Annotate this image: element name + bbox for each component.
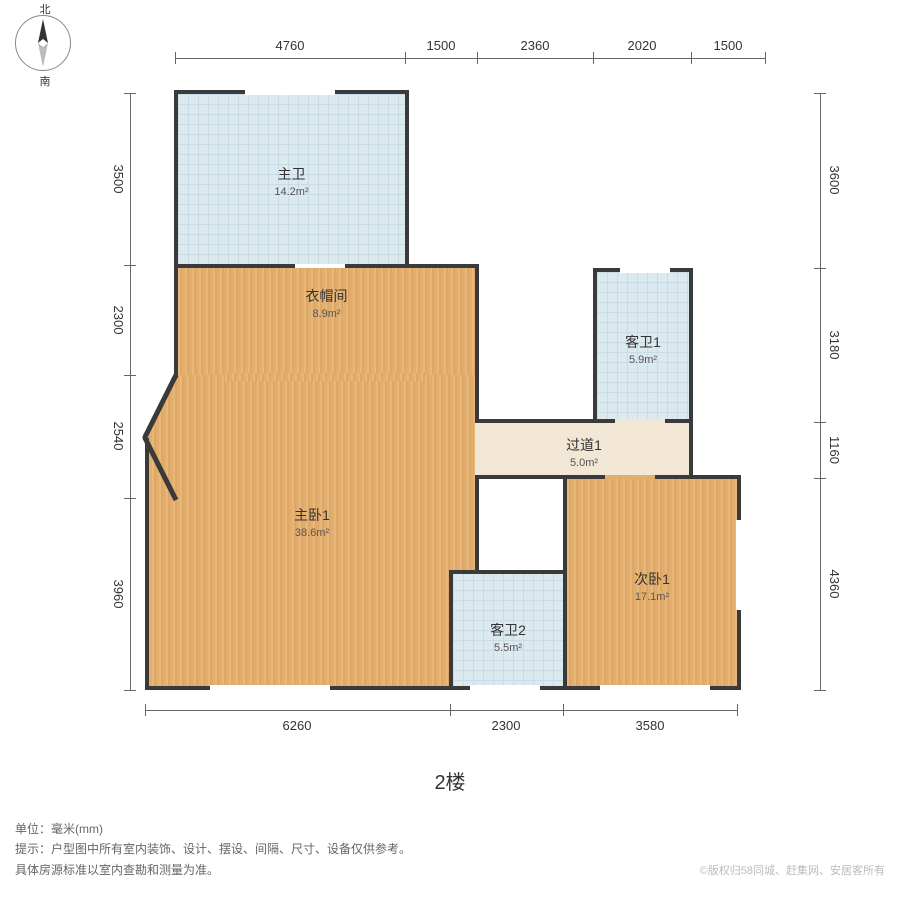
dim-top-3: 2020 xyxy=(628,38,657,53)
footnote-note: 提示：户型图中所有室内装饰、设计、摆设、间隔、尺寸、设备仅供参考。 xyxy=(15,839,411,859)
room-area: 14.2m² xyxy=(178,186,405,198)
dim-bottom-2: 3580 xyxy=(636,718,665,733)
room-guest-bath2: 客卫2 5.5m² xyxy=(449,570,567,690)
compass: 北 南 xyxy=(15,15,75,75)
compass-needle-icon xyxy=(33,19,53,67)
dim-left-1: 2300 xyxy=(111,306,126,335)
dim-left-0: 3500 xyxy=(111,165,126,194)
floor-plan: 主卫 14.2m² 衣帽间 8.9m² 主卧1 38.6m² xyxy=(145,90,805,675)
room-name: 主卧1 xyxy=(294,507,330,523)
room-area: 38.6m² xyxy=(145,527,479,539)
dim-top-1: 1500 xyxy=(427,38,456,53)
room-hallway: 过道1 5.0m² xyxy=(475,419,693,479)
room-label: 主卫 14.2m² xyxy=(178,164,405,198)
dim-bottom-0: 6260 xyxy=(283,718,312,733)
dim-right-1: 3180 xyxy=(827,331,842,360)
room-label: 次卧1 17.1m² xyxy=(567,569,737,603)
room-area: 5.5m² xyxy=(453,642,563,654)
room-label: 衣帽间 8.9m² xyxy=(178,286,475,320)
room-secondary-bed: 次卧1 17.1m² xyxy=(563,475,741,690)
room-closet: 衣帽间 8.9m² xyxy=(174,264,479,379)
room-name: 衣帽间 xyxy=(306,288,348,304)
dim-left-3: 3960 xyxy=(111,580,126,609)
room-area: 17.1m² xyxy=(567,591,737,603)
room-name: 客卫1 xyxy=(625,334,661,350)
room-area: 5.9m² xyxy=(597,354,689,366)
dim-right-0: 3600 xyxy=(827,166,842,195)
room-label: 客卫1 5.9m² xyxy=(597,332,689,366)
room-name: 客卫2 xyxy=(490,622,526,638)
dim-top-0: 4760 xyxy=(276,38,305,53)
compass-south-label: 南 xyxy=(40,73,51,89)
room-name: 次卧1 xyxy=(634,571,670,587)
room-master-bath: 主卫 14.2m² xyxy=(174,90,409,268)
room-label-master-bed: 主卧1 38.6m² xyxy=(145,505,479,539)
room-name: 主卫 xyxy=(278,166,306,182)
room-label: 客卫2 5.5m² xyxy=(453,620,563,654)
compass-circle xyxy=(15,15,71,71)
footnote-accuracy: 具体房源标准以室内查勘和测量为准。 xyxy=(15,860,411,880)
room-name: 过道1 xyxy=(566,437,602,453)
dim-top-2: 2360 xyxy=(521,38,550,53)
dim-left-2: 2540 xyxy=(111,422,126,451)
footnote: 单位：毫米(mm) 提示：户型图中所有室内装饰、设计、摆设、间隔、尺寸、设备仅供… xyxy=(15,819,411,880)
floor-title: 2楼 xyxy=(434,766,465,795)
room-area: 5.0m² xyxy=(475,457,693,469)
dim-right-3: 4360 xyxy=(827,570,842,599)
room-area: 8.9m² xyxy=(178,308,475,320)
room-guest-bath1: 客卫1 5.9m² xyxy=(593,268,693,423)
dim-right-2: 1160 xyxy=(827,436,842,464)
copyright: ©版权归58同城、赶集网、安居客所有 xyxy=(700,862,885,878)
room-label: 过道1 5.0m² xyxy=(475,435,693,469)
dim-top-4: 1500 xyxy=(714,38,743,53)
dim-bottom-1: 2300 xyxy=(492,718,521,733)
footnote-unit: 单位：毫米(mm) xyxy=(15,819,411,839)
floorplan-container: 4760 1500 2360 2020 1500 6260 2300 3580 … xyxy=(115,30,855,710)
angled-wall-icon xyxy=(145,375,179,505)
